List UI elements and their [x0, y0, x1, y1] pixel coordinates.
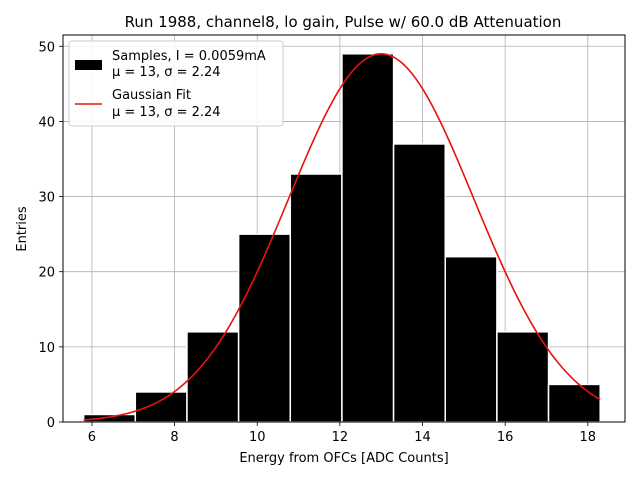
histogram-bar	[392, 143, 446, 423]
y-tick-label: 50	[38, 40, 55, 55]
histogram-bar	[237, 233, 292, 423]
x-tick-label: 8	[170, 430, 178, 445]
histogram-bar	[82, 413, 137, 423]
legend-stats-fit: μ = 13, σ = 2.24	[112, 105, 221, 120]
chart-title: Run 1988, channel8, lo gain, Pulse w/ 60…	[125, 13, 562, 31]
y-tick-label: 30	[38, 191, 55, 206]
axis-ticks: 6 8 10 12 14 16 18 0 10 20 30 40 50	[38, 40, 596, 445]
x-tick-label: 14	[414, 430, 431, 445]
histogram-bar	[134, 391, 188, 423]
x-tick-label: 16	[497, 430, 514, 445]
legend-box	[68, 40, 284, 127]
gaussian-fit	[83, 52, 601, 421]
histogram-bar	[341, 53, 395, 423]
histogram-bar	[289, 173, 343, 423]
x-tick-label: 10	[249, 430, 266, 445]
legend-label-samples: Samples, I = 0.0059mA	[112, 49, 266, 64]
y-tick-label: 40	[38, 115, 55, 130]
histogram-bar	[444, 255, 498, 423]
x-tick-label: 12	[332, 430, 349, 445]
legend-stats-samples: μ = 13, σ = 2.24	[112, 65, 221, 80]
histogram-bar	[496, 331, 550, 423]
y-tick-label: 20	[38, 266, 55, 281]
histogram-bar	[186, 331, 240, 423]
x-tick-label: 18	[580, 430, 597, 445]
histogram-bars	[82, 53, 601, 423]
legend: Samples, I = 0.0059mA μ = 13, σ = 2.24 G…	[68, 40, 284, 127]
x-tick-label: 6	[88, 430, 96, 445]
legend-swatch-samples	[75, 60, 102, 70]
gaussian-fit-curve	[83, 52, 601, 421]
plot-frame	[62, 34, 626, 423]
y-axis-label: Entries	[15, 206, 30, 252]
legend-label-fit: Gaussian Fit	[112, 88, 191, 103]
histogram-bar	[547, 383, 601, 423]
y-tick-label: 10	[38, 341, 55, 356]
y-tick-label: 0	[47, 416, 55, 431]
x-axis-label: Energy from OFCs [ADC Counts]	[239, 451, 448, 466]
